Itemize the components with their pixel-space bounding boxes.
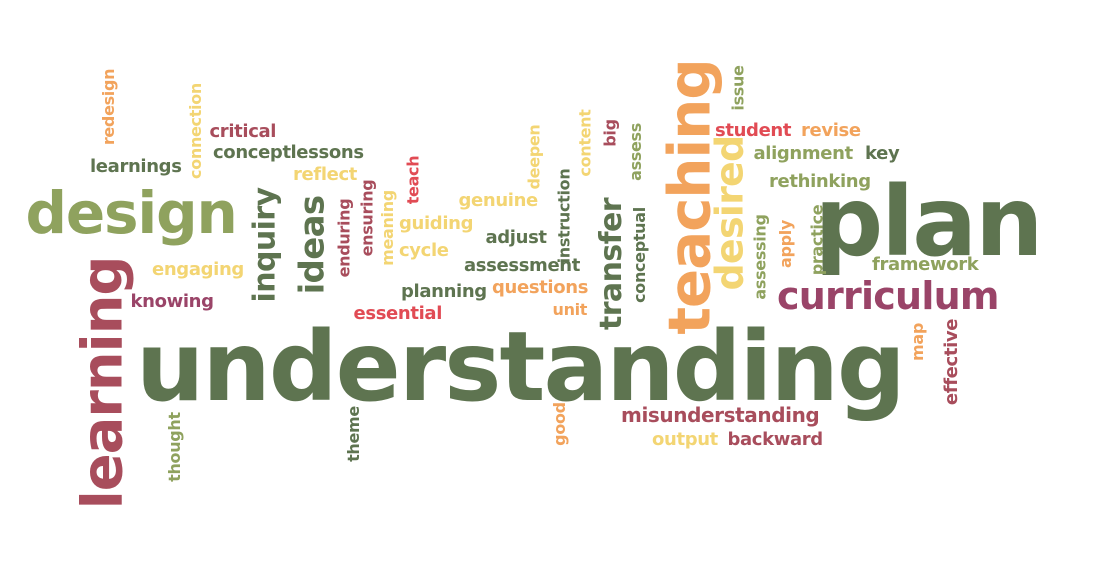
word-content: content xyxy=(575,109,595,177)
word-student: student xyxy=(715,120,792,141)
word-reflect: reflect xyxy=(293,164,358,185)
word-desired: desired xyxy=(707,135,752,291)
word-knowing: knowing xyxy=(130,291,215,312)
word-questions: questions xyxy=(492,277,589,298)
word-teach: teach xyxy=(402,155,422,205)
word-adjust: adjust xyxy=(485,227,548,248)
word-rethinking: rethinking xyxy=(769,171,871,192)
word-redesign: redesign xyxy=(99,68,119,146)
word-backward: backward xyxy=(727,429,824,450)
word-transfer: transfer xyxy=(594,198,629,330)
word-enduring: enduring xyxy=(333,198,353,278)
word-big: big xyxy=(600,119,620,147)
word-critical: critical xyxy=(209,121,277,142)
word-good: good xyxy=(549,402,569,446)
word-lessons: lessons xyxy=(290,142,365,163)
word-unit: unit xyxy=(552,300,588,319)
word-planning: planning xyxy=(401,281,487,302)
word-thought: thought xyxy=(164,412,184,482)
word-revise: revise xyxy=(801,120,861,141)
word-learning: learning xyxy=(69,256,135,510)
word-ensuring: ensuring xyxy=(356,179,376,257)
word-cycle: cycle xyxy=(399,240,449,261)
word-learnings: learnings xyxy=(90,156,182,177)
word-conceptual: conceptual xyxy=(629,207,649,303)
word-connection: connection xyxy=(185,83,205,179)
word-genuine: genuine xyxy=(458,190,539,211)
word-assessment: assessment xyxy=(464,255,580,276)
word-misunderstanding: misunderstanding xyxy=(621,403,820,427)
word-curriculum: curriculum xyxy=(777,274,1000,318)
word-practice: practice xyxy=(806,204,826,276)
word-apply: apply xyxy=(776,219,796,269)
word-plan: plan xyxy=(814,166,1044,278)
word-guiding: guiding xyxy=(399,213,474,234)
word-output: output xyxy=(652,429,718,450)
word-assessing: assessing xyxy=(750,214,770,300)
word-framework: framework xyxy=(872,254,979,275)
word-issue: issue xyxy=(728,65,748,111)
word-assess: assess xyxy=(625,123,645,181)
word-essential: essential xyxy=(353,303,443,324)
word-meaning: meaning xyxy=(377,190,397,266)
word-effective: effective xyxy=(941,318,963,406)
word-engaging: engaging xyxy=(152,259,244,280)
word-key: key xyxy=(865,143,900,164)
word-map: map xyxy=(907,323,927,361)
word-design: design xyxy=(25,179,238,247)
word-alignment: alignment xyxy=(753,143,854,164)
word-theme: theme xyxy=(343,406,363,462)
word-deepen: deepen xyxy=(523,124,543,190)
word-ideas: ideas xyxy=(291,195,332,295)
word-inquiry: inquiry xyxy=(246,187,282,303)
word-instruction: instruction xyxy=(553,168,573,264)
word-concept: concept xyxy=(213,142,291,163)
word-understanding: understanding xyxy=(136,311,906,423)
